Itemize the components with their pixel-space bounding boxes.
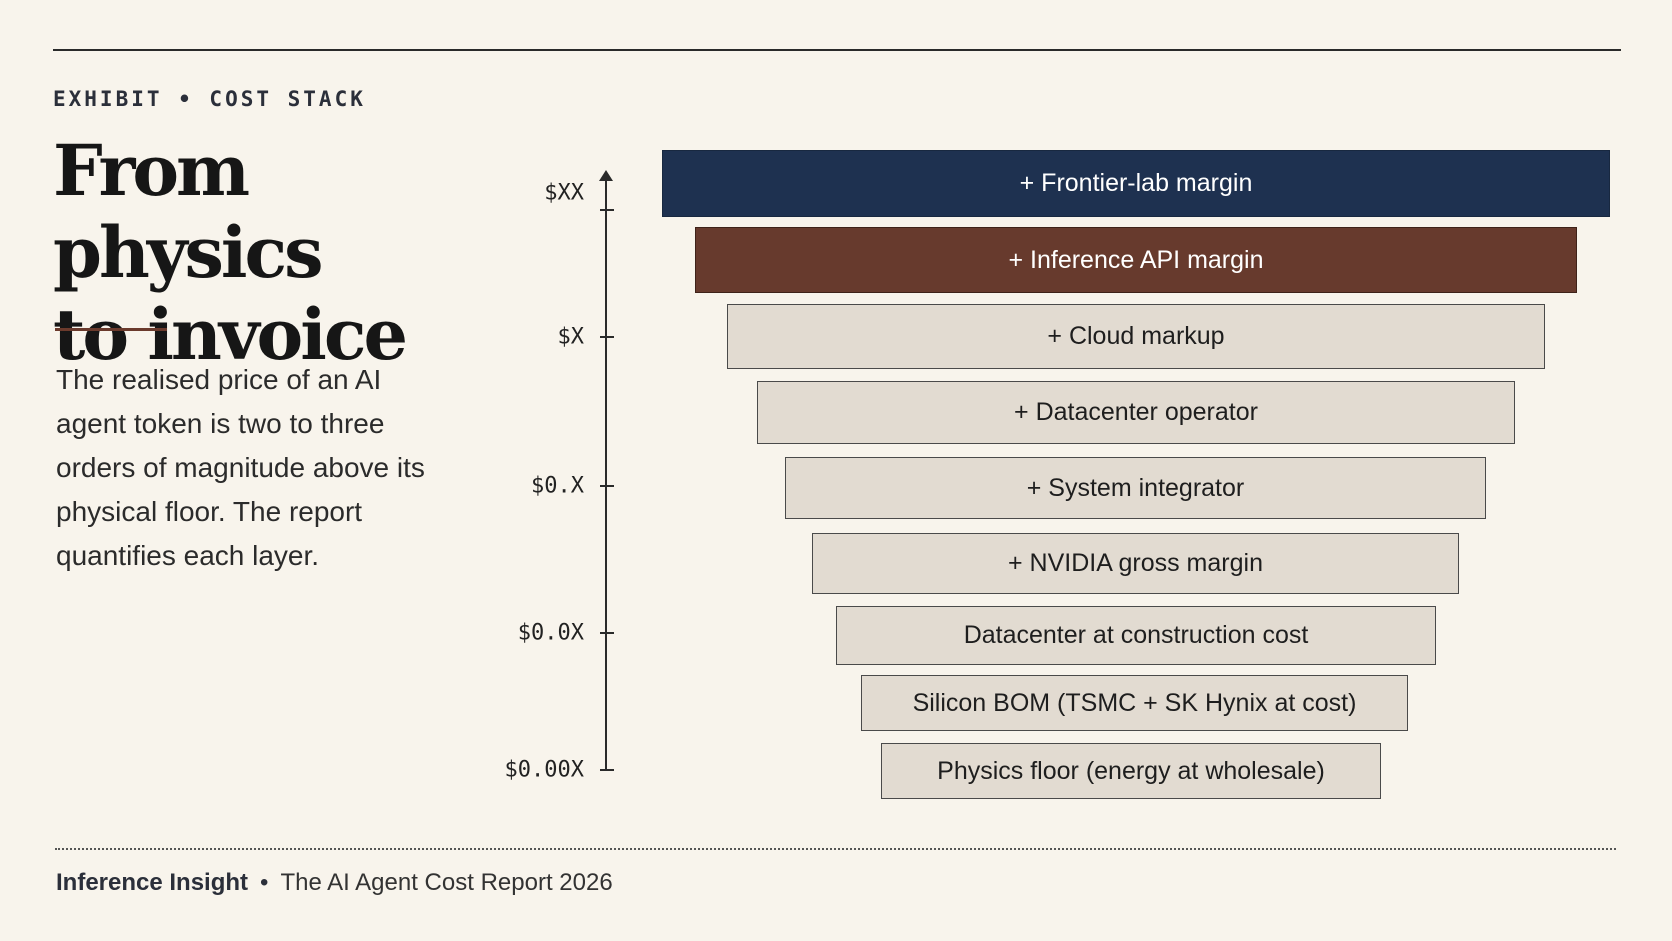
layer-datacenter-operator: + Datacenter operator bbox=[757, 381, 1515, 444]
axis-tick-x bbox=[600, 336, 614, 338]
axis-label-xx: $XX bbox=[544, 180, 584, 206]
layer-silicon-bom: Silicon BOM (TSMC + SK Hynix at cost) bbox=[861, 675, 1408, 731]
layer-frontier-lab-margin: + Frontier-lab margin bbox=[662, 150, 1610, 217]
layer-label: + Inference API margin bbox=[1008, 245, 1264, 274]
layer-physics-floor: Physics floor (energy at wholesale) bbox=[881, 743, 1381, 799]
footer-divider bbox=[55, 848, 1616, 850]
axis-label-00x: $0.0X bbox=[517, 620, 584, 646]
axis-label-x: $X bbox=[557, 324, 585, 350]
axis-tick-000x bbox=[600, 769, 614, 771]
top-rule bbox=[53, 49, 1621, 51]
page-title: From physics to invoice bbox=[53, 130, 513, 376]
footer-brand: Inference Insight bbox=[56, 869, 249, 896]
axis-tick-0x bbox=[600, 485, 614, 487]
footer: Inference Insight • The AI Agent Cost Repo… bbox=[56, 869, 613, 897]
layer-label: + System integrator bbox=[1026, 473, 1245, 502]
axis-tick-xx bbox=[600, 209, 614, 211]
axis-tick-00x bbox=[600, 632, 614, 634]
layer-label: + NVIDIA gross margin bbox=[1008, 549, 1263, 577]
layer-label: + Frontier-lab margin bbox=[1019, 169, 1253, 197]
footer-report-title: The AI Agent Cost Report 2026 bbox=[280, 869, 613, 896]
axis-label-000x: $0.00X bbox=[504, 757, 584, 783]
layer-label: + Cloud markup bbox=[1047, 322, 1225, 350]
axis-arrow-icon bbox=[599, 170, 613, 181]
layer-nvidia-gross-margin: + NVIDIA gross margin bbox=[812, 533, 1459, 594]
description-text: The realised price of an AI agent token … bbox=[56, 364, 425, 571]
layer-system-integrator: + System integrator bbox=[785, 457, 1486, 519]
title-line-2: to invoice bbox=[53, 293, 408, 376]
accent-rule bbox=[55, 328, 167, 331]
layer-datacenter-construction-cost: Datacenter at construction cost bbox=[836, 606, 1436, 665]
exhibit-eyebrow: EXHIBIT • COST STACK bbox=[53, 87, 366, 111]
title-line-1: From physics bbox=[53, 129, 324, 294]
layer-label: Datacenter at construction cost bbox=[963, 621, 1309, 649]
layer-label: + Datacenter operator bbox=[1014, 398, 1258, 426]
layer-label: Physics floor (energy at wholesale) bbox=[937, 756, 1325, 785]
axis-label-0x: $0.X bbox=[531, 473, 584, 499]
axis-line bbox=[605, 178, 607, 771]
layer-cloud-markup: + Cloud markup bbox=[727, 304, 1545, 369]
layer-label: Silicon BOM (TSMC + SK Hynix at cost) bbox=[912, 688, 1357, 717]
layer-inference-api-margin: + Inference API margin bbox=[695, 227, 1577, 293]
footer-separator: • bbox=[260, 869, 269, 896]
